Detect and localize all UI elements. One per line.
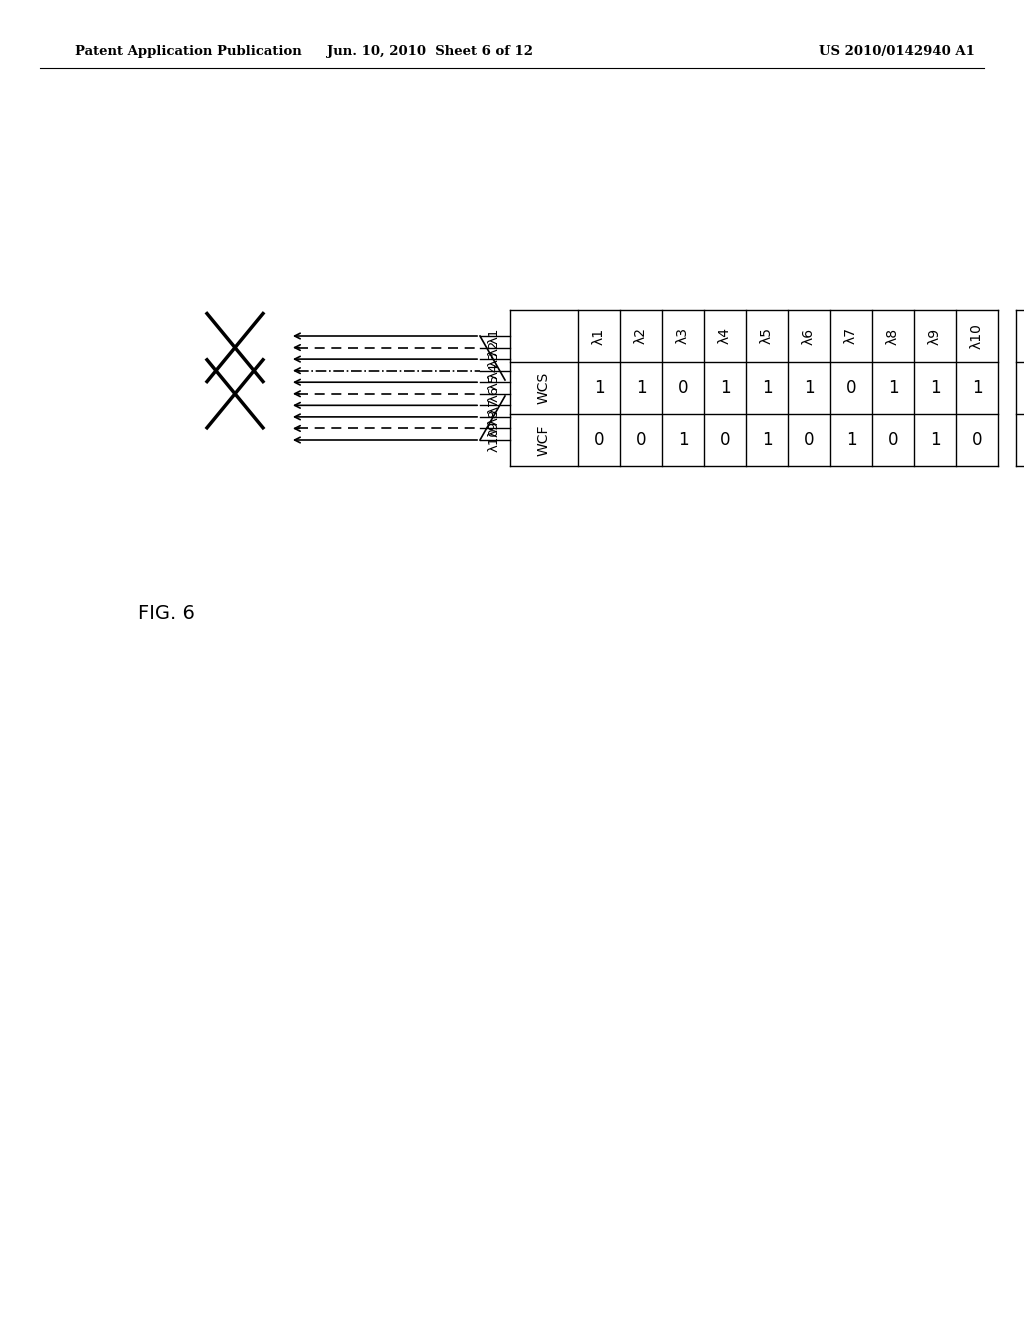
Text: 0: 0 bbox=[972, 432, 982, 449]
Text: 0: 0 bbox=[678, 379, 688, 397]
Text: 1: 1 bbox=[594, 379, 604, 397]
Text: Patent Application Publication: Patent Application Publication bbox=[75, 45, 302, 58]
Text: λ4: λ4 bbox=[488, 363, 501, 379]
Text: 0: 0 bbox=[594, 432, 604, 449]
Text: 0: 0 bbox=[804, 432, 814, 449]
Text: λ3: λ3 bbox=[488, 351, 501, 367]
Text: 0: 0 bbox=[888, 432, 898, 449]
Text: 0: 0 bbox=[636, 432, 646, 449]
Text: 0: 0 bbox=[720, 432, 730, 449]
Text: λ8: λ8 bbox=[886, 327, 900, 345]
Text: λ6: λ6 bbox=[802, 327, 816, 345]
Text: 1: 1 bbox=[636, 379, 646, 397]
Text: λ1: λ1 bbox=[592, 327, 606, 345]
Text: FIG. 6: FIG. 6 bbox=[138, 605, 196, 623]
Text: λ1: λ1 bbox=[488, 327, 501, 345]
Text: 1: 1 bbox=[972, 379, 982, 397]
Text: WCF: WCF bbox=[537, 424, 551, 455]
Text: λ10: λ10 bbox=[970, 323, 984, 348]
Text: US 2010/0142940 A1: US 2010/0142940 A1 bbox=[819, 45, 975, 58]
Text: 1: 1 bbox=[762, 379, 772, 397]
Text: 1: 1 bbox=[930, 379, 940, 397]
Text: λ9: λ9 bbox=[928, 327, 942, 345]
Text: WCS: WCS bbox=[537, 372, 551, 404]
Text: λ10: λ10 bbox=[488, 428, 501, 453]
Text: λ8: λ8 bbox=[488, 409, 501, 425]
Text: 1: 1 bbox=[930, 432, 940, 449]
Text: 1: 1 bbox=[762, 432, 772, 449]
Text: 1: 1 bbox=[678, 432, 688, 449]
Text: λ3: λ3 bbox=[676, 327, 690, 345]
Text: 1: 1 bbox=[888, 379, 898, 397]
Text: λ7: λ7 bbox=[488, 397, 501, 413]
Text: λ9: λ9 bbox=[488, 420, 501, 437]
Text: λ4: λ4 bbox=[718, 327, 732, 345]
Text: λ6: λ6 bbox=[488, 385, 501, 401]
Text: 1: 1 bbox=[804, 379, 814, 397]
Text: 1: 1 bbox=[846, 432, 856, 449]
Text: λ7: λ7 bbox=[844, 327, 858, 345]
Text: λ5: λ5 bbox=[760, 327, 774, 345]
Text: λ5: λ5 bbox=[488, 374, 501, 391]
Text: 0: 0 bbox=[846, 379, 856, 397]
Text: Jun. 10, 2010  Sheet 6 of 12: Jun. 10, 2010 Sheet 6 of 12 bbox=[327, 45, 534, 58]
Text: λ2: λ2 bbox=[488, 339, 501, 356]
Text: λ2: λ2 bbox=[634, 327, 648, 345]
Text: 1: 1 bbox=[720, 379, 730, 397]
